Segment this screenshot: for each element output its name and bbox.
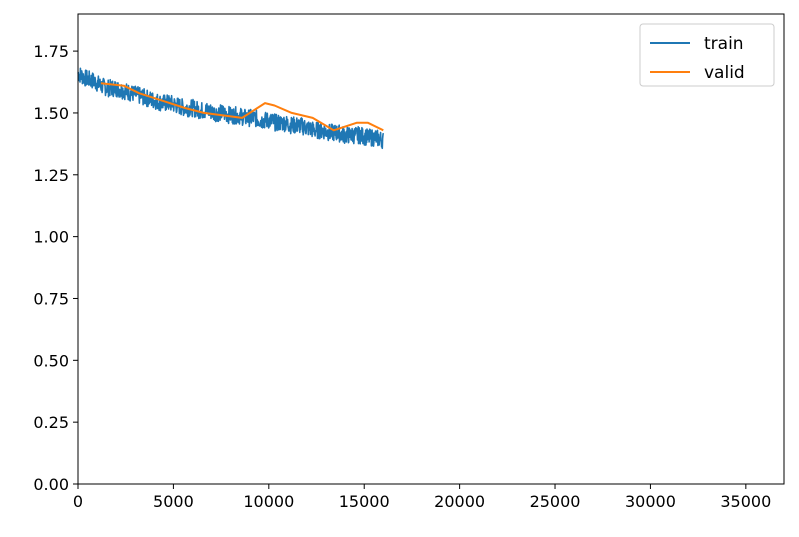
x-axis: 0 5000 10000 15000 20000 25000 30000 35000 — [73, 484, 771, 511]
y-tick-label: 0.25 — [33, 413, 69, 432]
y-tick-label: 0.00 — [33, 475, 69, 494]
x-tick-label: 10000 — [243, 492, 294, 511]
legend-label-train: train — [704, 34, 744, 54]
plot-area — [77, 67, 385, 150]
y-axis: 0.00 0.25 0.50 0.75 1.00 1.25 1.50 1.75 — [33, 42, 78, 494]
x-tick-label: 20000 — [434, 492, 485, 511]
series-line-valid — [100, 82, 384, 132]
axes-frame — [77, 13, 785, 485]
series-line-train — [77, 67, 385, 150]
y-tick-label: 1.25 — [33, 166, 69, 185]
x-tick-label: 15000 — [339, 492, 390, 511]
x-tick-label: 35000 — [720, 492, 771, 511]
legend-box — [639, 23, 775, 87]
y-tick-label: 1.75 — [33, 42, 69, 61]
x-tick-label: 5000 — [153, 492, 194, 511]
legend-label-valid: valid — [704, 63, 745, 83]
y-tick-label: 0.75 — [33, 289, 69, 308]
legend: train valid — [639, 23, 775, 87]
x-tick-label: 30000 — [625, 492, 676, 511]
y-tick-label: 0.50 — [33, 351, 69, 370]
y-tick-label: 1.50 — [33, 104, 69, 123]
y-tick-label: 1.00 — [33, 228, 69, 247]
x-tick-label: 0 — [73, 492, 83, 511]
x-tick-label: 25000 — [530, 492, 581, 511]
